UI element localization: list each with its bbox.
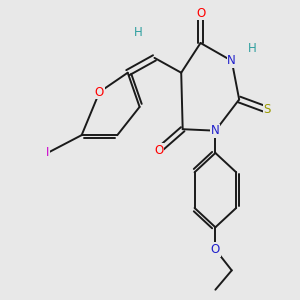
Text: N: N bbox=[227, 54, 236, 67]
Text: O: O bbox=[154, 143, 164, 157]
Text: O: O bbox=[196, 7, 205, 20]
Text: S: S bbox=[264, 103, 271, 116]
Text: O: O bbox=[95, 85, 104, 98]
Text: H: H bbox=[134, 26, 142, 39]
Text: H: H bbox=[248, 42, 257, 56]
Text: I: I bbox=[46, 146, 49, 160]
Text: N: N bbox=[211, 124, 220, 137]
Text: O: O bbox=[211, 243, 220, 256]
